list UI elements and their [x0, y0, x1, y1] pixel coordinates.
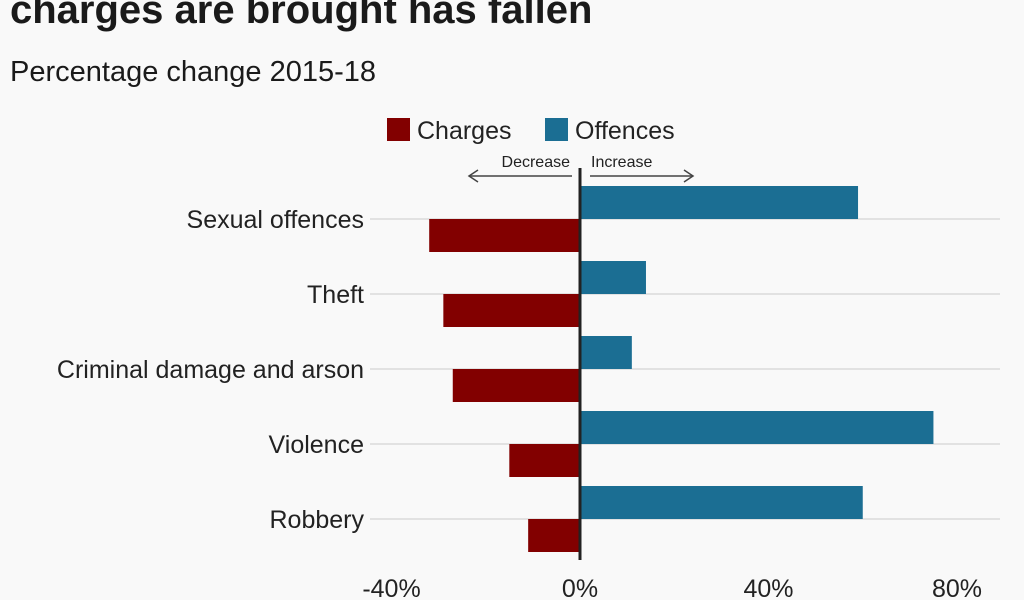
chart-title: charges are brought has fallen: [10, 0, 593, 32]
increase-arrowhead: [683, 169, 695, 183]
increase-label: Increase: [591, 154, 652, 171]
bar-charges-theft: [443, 294, 580, 327]
bar-offences-theft: [580, 261, 646, 294]
legend-label-offences: Offences: [575, 117, 675, 145]
category-label: Criminal damage and arson: [57, 356, 364, 384]
category-label: Robbery: [270, 506, 365, 534]
decrease-arrowhead: [467, 169, 479, 183]
legend-swatch-offences: [545, 118, 568, 141]
bar-charges-violence: [509, 444, 580, 477]
bar-offences-robbery: [580, 486, 863, 519]
x-tick-label: 40%: [743, 575, 793, 600]
bar-offences-criminal-damage-and-arson: [580, 336, 632, 369]
category-label: Violence: [269, 431, 364, 459]
x-tick-label: -40%: [362, 575, 420, 600]
bar-charges-criminal-damage-and-arson: [452, 369, 580, 402]
bar-offences-sexual-offences: [580, 186, 859, 219]
bar-charges-sexual-offences: [429, 219, 580, 252]
x-tick-label: 80%: [932, 575, 982, 600]
category-label: Sexual offences: [187, 206, 364, 234]
decrease-label: Decrease: [502, 154, 571, 171]
x-tick-label: 0%: [562, 575, 598, 600]
bar-offences-violence: [580, 411, 934, 444]
legend-swatch-charges: [387, 118, 410, 141]
bar-charges-robbery: [528, 519, 580, 552]
category-label: Theft: [307, 281, 364, 309]
legend-label-charges: Charges: [417, 117, 512, 145]
chart-subtitle: Percentage change 2015-18: [10, 56, 377, 88]
